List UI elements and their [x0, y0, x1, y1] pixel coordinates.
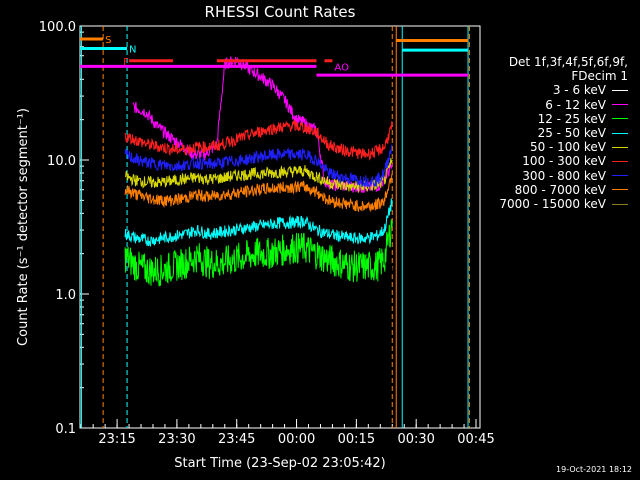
legend-swatch	[612, 161, 628, 163]
legend-header-line-1: Det 1f,3f,4f,5f,6f,9f,	[508, 55, 628, 69]
x-axis-label: Start Time (23-Sep-02 23:05:42)	[174, 456, 385, 471]
legend-entry: 3 - 6 keV	[478, 83, 628, 97]
legend-entry-label: 50 - 100 keV	[529, 140, 606, 155]
legend-swatch	[612, 203, 628, 205]
legend-swatch	[612, 118, 628, 120]
x-tick-label: 00:15	[338, 432, 375, 447]
legend-entry-label: 100 - 300 keV	[522, 154, 606, 169]
legend-swatch	[612, 104, 628, 106]
legend-entry: 800 - 7000 keV	[478, 183, 628, 197]
state-bar-label: N	[129, 44, 136, 55]
y-tick-label: 1.0	[55, 288, 76, 303]
chart-title: RHESSI Count Rates	[205, 3, 356, 21]
legend-swatch	[612, 175, 628, 177]
y-tick-label: 10.0	[47, 154, 76, 169]
legend-swatch	[612, 132, 628, 134]
state-bar-label: S	[105, 35, 111, 46]
legend-entry: 7000 - 15000 keV	[478, 197, 628, 211]
legend-entry-label: 7000 - 15000 keV	[499, 197, 606, 212]
legend-entry: 50 - 100 keV	[478, 140, 628, 154]
legend-header-line-2: FDecim 1	[571, 69, 628, 84]
legend-entry-label: 800 - 7000 keV	[514, 182, 606, 197]
legend-entries: 3 - 6 keV 6 - 12 keV 12 - 25 keV 25 - 50 ke…	[478, 83, 628, 211]
x-tick-label: 00:45	[457, 432, 494, 447]
plot-frame	[79, 25, 481, 429]
legend-swatch	[612, 189, 628, 191]
y-tick-label: 100.0	[39, 20, 76, 35]
x-tick-label: 00:00	[278, 432, 315, 447]
legend-entry: 25 - 50 keV	[478, 126, 628, 140]
vertical-markers	[81, 26, 470, 428]
series-line-25-50keV	[124, 198, 393, 247]
legend-swatch	[612, 146, 628, 148]
legend-entry: 6 - 12 keV	[478, 98, 628, 112]
series-line-300-800keV	[124, 144, 393, 188]
series-lines	[124, 38, 393, 315]
state-bar-label: AO	[334, 62, 349, 73]
x-tick-label: 00:30	[397, 432, 434, 447]
y-tick-label: 0.1	[55, 422, 76, 437]
legend-entry-label: 300 - 800 keV	[522, 168, 606, 183]
series-line-100-300keV	[124, 118, 393, 161]
legend-entry-label: 3 - 6 keV	[552, 83, 606, 98]
series-line-800-7000keV	[124, 172, 393, 213]
series-line-12-25keV	[124, 219, 393, 287]
legend-entry: 300 - 800 keV	[478, 169, 628, 183]
legend-swatch	[612, 90, 628, 91]
series-line-50-100keV	[125, 158, 393, 193]
legend-entry-label: 12 - 25 keV	[537, 111, 606, 126]
state-bars: S NF AO	[80, 35, 469, 77]
legend-entry-label: 6 - 12 keV	[545, 97, 606, 112]
y-axis-label: Count Rate (s⁻¹ detector segment⁻¹)	[16, 108, 31, 346]
x-tick-label: 23:45	[218, 432, 255, 447]
x-tick-label: 23:15	[98, 432, 135, 447]
legend: Det 1f,3f,4f,5f,6f,9f, FDecim 1 3 - 6 ke…	[478, 55, 628, 211]
x-tick-label: 23:30	[158, 432, 195, 447]
axis-ticks: 23:15 23:30 23:45 00:00 00:15 00:30 00:45 0.1 1.…	[39, 20, 495, 447]
generation-timestamp: 19-Oct-2021 18:12	[556, 465, 632, 474]
legend-entry: 100 - 300 keV	[478, 154, 628, 168]
legend-entry: 12 - 25 keV	[478, 112, 628, 126]
state-bar-label: F	[123, 57, 129, 68]
legend-entry-label: 25 - 50 keV	[537, 126, 606, 141]
